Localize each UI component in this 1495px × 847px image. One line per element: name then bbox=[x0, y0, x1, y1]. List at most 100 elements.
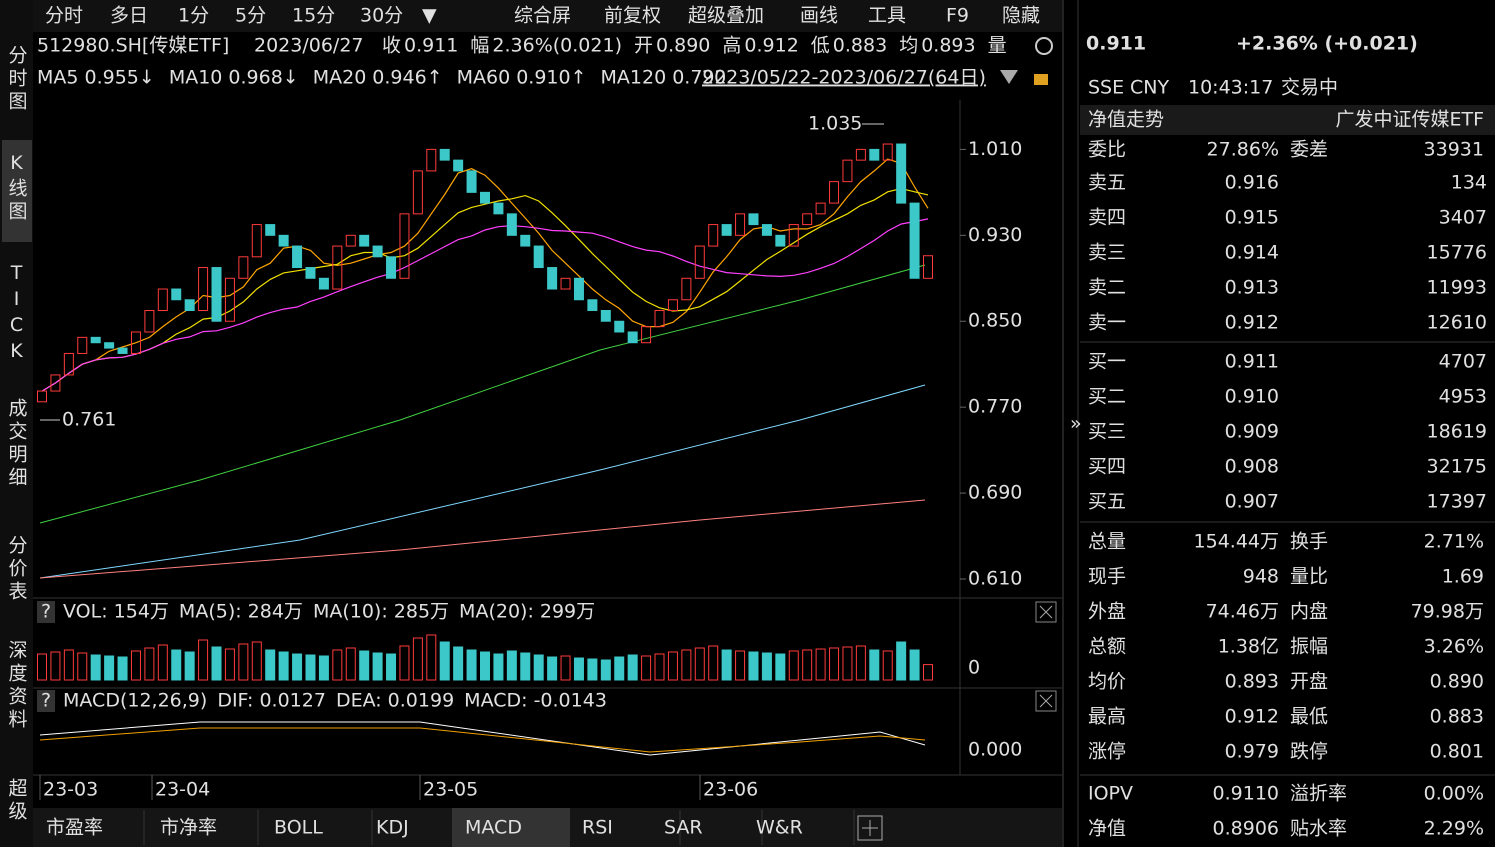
stat-label: 总量 bbox=[1088, 531, 1126, 553]
side-tab[interactable]: 分价表 bbox=[6, 535, 28, 604]
side-tab[interactable]: 成交明细 bbox=[6, 398, 28, 490]
candle-body bbox=[480, 191, 490, 204]
candle-body bbox=[614, 320, 625, 333]
help-box[interactable] bbox=[37, 690, 55, 712]
volume-bar bbox=[842, 646, 853, 681]
side-tab[interactable]: 分时图 bbox=[6, 45, 28, 114]
volume-bar bbox=[238, 643, 249, 681]
y-tick-label: 0.610 bbox=[968, 568, 1022, 590]
range: 2023/05/22-2023/06/27(64日) bbox=[702, 67, 986, 89]
stat-value: 2.71% bbox=[1424, 531, 1484, 553]
toolbar-item[interactable]: F9 bbox=[946, 5, 969, 27]
side-tab[interactable]: 超级 bbox=[6, 778, 28, 824]
info-label: 收 bbox=[382, 35, 401, 57]
volume-bar bbox=[130, 650, 141, 681]
toolbar-item[interactable]: 分时 bbox=[45, 5, 83, 27]
ma250-line bbox=[39, 499, 926, 579]
ma-label: MA5 bbox=[37, 67, 78, 89]
side-tab[interactable]: TICK bbox=[6, 262, 28, 366]
volume-bar bbox=[453, 646, 464, 681]
candle-body bbox=[654, 310, 665, 328]
price: 0.911 bbox=[1086, 33, 1146, 55]
toolbar-item[interactable]: 综合屏 bbox=[514, 5, 571, 27]
candle-body bbox=[761, 224, 772, 236]
toolbar-item[interactable]: 工具 bbox=[868, 5, 906, 27]
settings-icon[interactable] bbox=[1035, 37, 1053, 55]
book-label: 卖四 bbox=[1088, 207, 1126, 229]
candle-body bbox=[198, 267, 209, 312]
add-tab[interactable] bbox=[857, 815, 883, 841]
stat-label: IOPV bbox=[1088, 783, 1133, 805]
book-label: 买一 bbox=[1088, 351, 1126, 373]
toolbar-item[interactable]: 多日 bbox=[110, 5, 148, 27]
close-box[interactable] bbox=[1035, 690, 1057, 712]
ratio: 27.86% bbox=[1207, 139, 1279, 161]
candle-body bbox=[775, 234, 786, 247]
stat-value: 74.46万 bbox=[1206, 601, 1279, 623]
stat-value: 0.893 bbox=[1225, 671, 1279, 693]
info-value: 0.911 bbox=[404, 35, 458, 57]
toolbar-item[interactable]: 超级叠加 bbox=[688, 5, 764, 27]
bottom-tab[interactable]: KDJ bbox=[376, 817, 409, 839]
bottom-tab[interactable]: MACD bbox=[465, 817, 522, 839]
legend-text: MA(10): 285万 bbox=[313, 601, 449, 623]
bottom-tab[interactable]: 市盈率 bbox=[46, 817, 103, 839]
toolbar-item[interactable]: 5分 bbox=[235, 5, 266, 27]
ratio-label: 委比 bbox=[1088, 139, 1126, 161]
candle-body bbox=[869, 148, 880, 161]
toolbar-item[interactable]: 30分 bbox=[360, 5, 403, 27]
help-box[interactable] bbox=[37, 601, 55, 623]
volume-bar bbox=[318, 655, 329, 681]
bottom-tab[interactable]: SAR bbox=[664, 817, 703, 839]
bottom-tab[interactable]: BOLL bbox=[274, 817, 323, 839]
candle-body bbox=[77, 336, 88, 354]
volume-bar bbox=[600, 659, 611, 681]
bottom-tab[interactable]: 市净率 bbox=[160, 817, 217, 839]
y-tick-label: 0.850 bbox=[968, 310, 1022, 332]
volume-bar bbox=[721, 649, 732, 681]
dropdown-icon[interactable] bbox=[1000, 70, 1018, 84]
toolbar-item[interactable]: 15分 bbox=[292, 5, 335, 27]
candle-body bbox=[708, 224, 719, 247]
bottom-tab[interactable]: RSI bbox=[582, 817, 613, 839]
stat-label: 外盘 bbox=[1088, 601, 1126, 623]
collapse-arrow[interactable]: » bbox=[1070, 413, 1082, 435]
candle-body bbox=[493, 202, 504, 215]
book-volume: 11993 bbox=[1427, 277, 1487, 299]
bottom-tab[interactable]: W&R bbox=[756, 817, 803, 839]
close-box[interactable] bbox=[1035, 601, 1057, 623]
legend-text: MA(5): 284万 bbox=[179, 601, 303, 623]
time: 10:43:17 bbox=[1188, 77, 1273, 99]
toolbar-item[interactable]: 1分 bbox=[178, 5, 209, 27]
volume-bar bbox=[641, 655, 652, 681]
stat-value: 0.8906 bbox=[1213, 818, 1279, 840]
side-tab[interactable]: 深度资料 bbox=[6, 640, 28, 732]
toolbar-item[interactable]: 隐藏 bbox=[1002, 5, 1040, 27]
book-price: 0.912 bbox=[1225, 312, 1279, 334]
ma-value: 0.968↓ bbox=[228, 67, 298, 89]
stat-label: 最低 bbox=[1290, 706, 1328, 728]
side-tab[interactable]: K线图 bbox=[6, 152, 28, 224]
low-note: 0.761 bbox=[62, 409, 116, 431]
info-value: 0.890 bbox=[656, 35, 710, 57]
ma-value: 0.946↑ bbox=[372, 67, 442, 89]
ma-value: 0.792 bbox=[672, 67, 726, 89]
ma60-line bbox=[39, 264, 926, 524]
candle-body bbox=[332, 245, 343, 290]
lock-icon[interactable] bbox=[1034, 74, 1048, 85]
toolbar-item[interactable]: 前复权 bbox=[604, 5, 661, 27]
stat-value: 948 bbox=[1243, 566, 1279, 588]
diff: 33931 bbox=[1424, 139, 1484, 161]
book-label: 卖一 bbox=[1088, 312, 1126, 334]
candle-body bbox=[466, 170, 477, 193]
volume-bar bbox=[627, 654, 638, 681]
toolbar-item[interactable]: 画线 bbox=[800, 5, 838, 27]
ma-line bbox=[41, 218, 929, 392]
stat-label: 总额 bbox=[1088, 636, 1126, 658]
candle-body bbox=[627, 331, 638, 344]
stat-label: 涨停 bbox=[1088, 741, 1126, 763]
change: +2.36% (+0.021) bbox=[1236, 33, 1418, 55]
volume-bar bbox=[761, 652, 772, 681]
high-note: 1.035 bbox=[808, 113, 862, 135]
